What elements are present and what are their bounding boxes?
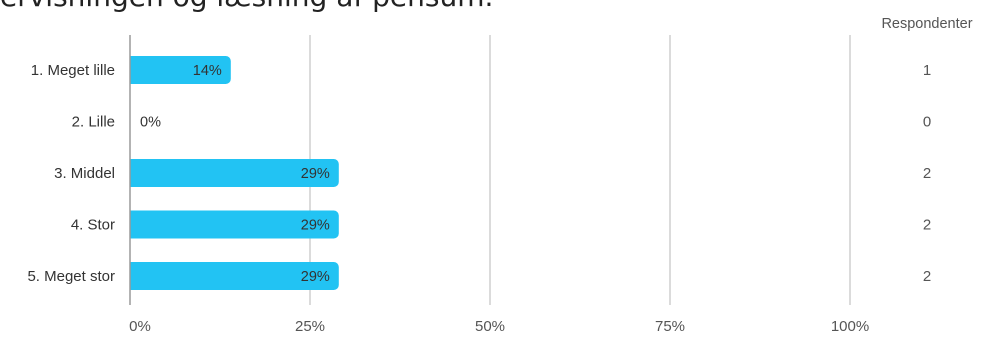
respondent-count: 2 xyxy=(923,165,931,182)
x-tick-label: 100% xyxy=(831,318,869,335)
category-label: 3. Middel xyxy=(54,165,115,182)
x-tick-label: 0% xyxy=(129,318,151,335)
bar-edge xyxy=(130,210,136,239)
bar xyxy=(130,159,339,187)
category-label: 4. Stor xyxy=(71,217,115,234)
bar-edge xyxy=(130,56,136,84)
respondent-count: 2 xyxy=(923,268,931,285)
value-label: 29% xyxy=(301,269,330,285)
category-label: 5. Meget stor xyxy=(27,268,115,285)
x-tick-label: 25% xyxy=(295,318,325,335)
respondent-count: 2 xyxy=(923,217,931,234)
value-label: 29% xyxy=(301,166,330,182)
category-label: 2. Lille xyxy=(72,114,115,131)
respondent-count: 1 xyxy=(923,62,931,79)
chart-title: ervisningen og læsning af pensum. xyxy=(0,0,493,13)
bar xyxy=(130,262,339,290)
value-label: 29% xyxy=(301,218,330,234)
bar-edge xyxy=(130,159,136,187)
respondents-header: Respondenter xyxy=(881,16,972,32)
respondent-count: 0 xyxy=(923,114,931,131)
value-label: 14% xyxy=(193,63,222,79)
bar xyxy=(130,56,231,84)
value-label: 0% xyxy=(140,115,161,131)
x-tick-label: 50% xyxy=(475,318,505,335)
x-tick-label: 75% xyxy=(655,318,685,335)
category-label: 1. Meget lille xyxy=(31,62,115,79)
bar xyxy=(130,210,339,239)
bar-edge xyxy=(130,262,136,290)
